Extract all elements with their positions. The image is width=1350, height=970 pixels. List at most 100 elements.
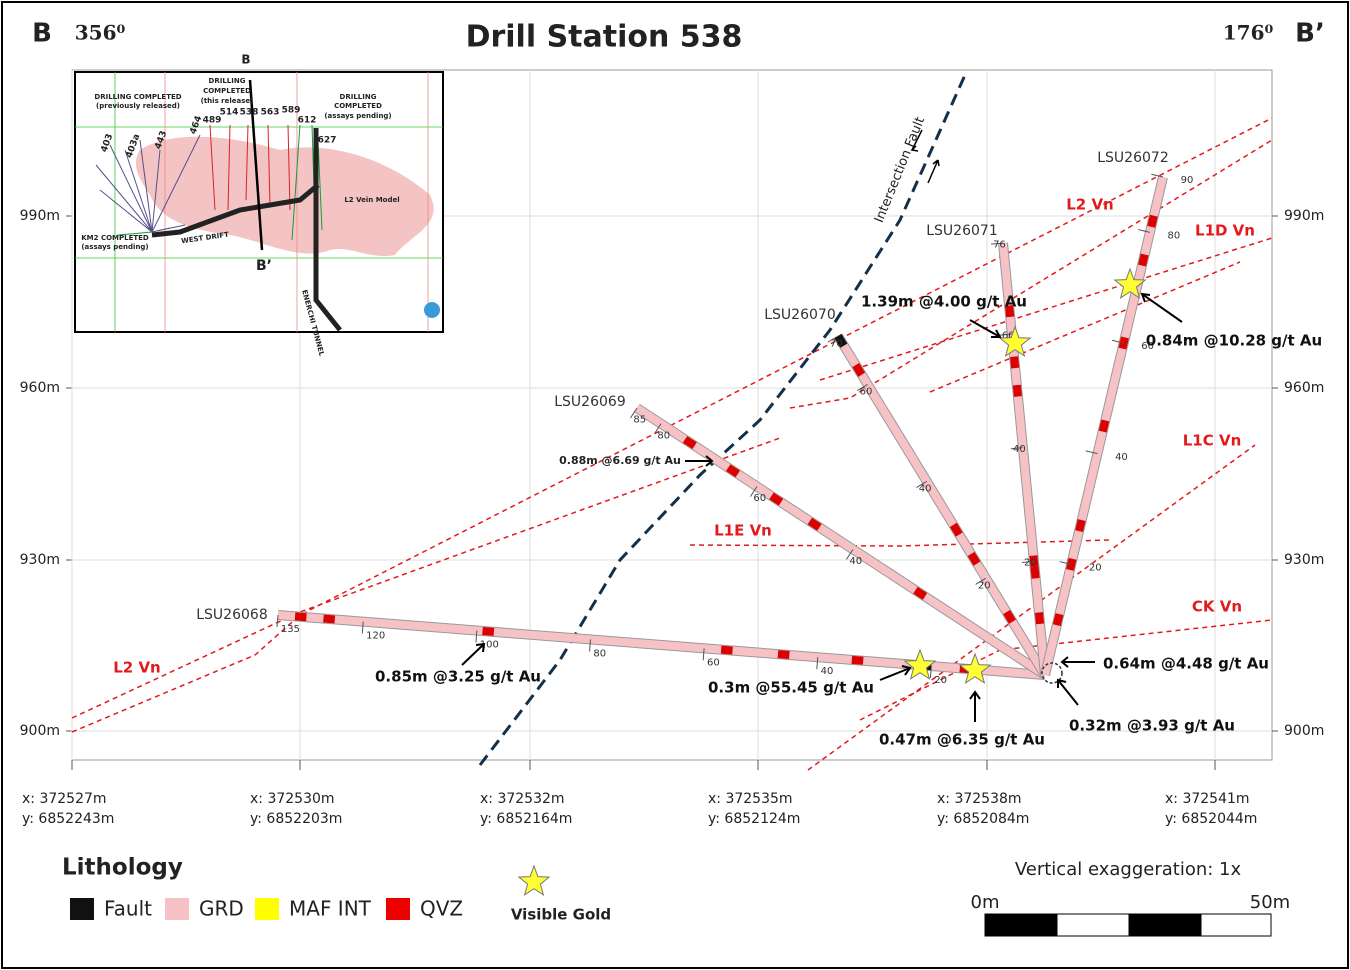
legend-item: Fault: [104, 897, 152, 921]
depth-tick: [846, 549, 854, 560]
arrow: [461, 642, 486, 666]
drill-hole: 76 60 40 20 LSU26071: [926, 223, 1050, 676]
inset-hole-label: 589: [282, 106, 301, 116]
visible-gold-markers: [903, 267, 1147, 685]
depth-tick: [1151, 173, 1164, 178]
lithology-segment: [1010, 356, 1020, 369]
inset-map: B B’ DRILLING COMPLETED (previously rele…: [74, 53, 444, 357]
depth-label: 20: [1089, 563, 1102, 574]
coordinate-label: x: 372532m: [480, 791, 565, 807]
coordinate-label: y: 6852203m: [250, 811, 342, 827]
vein-label: L2 Vn: [113, 659, 161, 677]
inset-legend: DRILLING: [340, 93, 377, 101]
depth-label: 60: [860, 387, 873, 398]
azimuth-end: 176⁰: [1223, 21, 1274, 45]
lithology-segment: [834, 333, 848, 348]
collar: [1041, 662, 1063, 684]
vein-label: L1D Vn: [1195, 222, 1255, 240]
depth-tick: [589, 639, 591, 652]
legend-item: MAF INT: [289, 897, 372, 921]
depth-tick: [475, 630, 478, 643]
inset-holes-release: [209, 124, 291, 211]
scale-segment: [1128, 913, 1202, 937]
inset-hole-label: 489: [203, 116, 222, 126]
intercept-label: 0.32m @3.93 g/t Au: [1069, 717, 1235, 735]
inset-hole: [209, 124, 291, 211]
visible-gold-star: [1113, 267, 1147, 300]
vein-line: [819, 237, 1273, 381]
depth-label: 20: [1024, 558, 1037, 569]
depth-tick: [361, 621, 364, 634]
depth-tick: [1085, 450, 1098, 455]
coordinate-label: y: 6852044m: [1165, 811, 1257, 827]
arrow: [1057, 678, 1079, 706]
inset-hole-label: 563: [261, 108, 280, 118]
intercept-label: 0.85m @3.25 g/t Au: [375, 668, 541, 686]
depth-tick: [1010, 447, 1023, 450]
lithology-segment: [1075, 519, 1086, 533]
arrow: [1060, 656, 1095, 668]
vein-label: L1C Vn: [1183, 432, 1242, 450]
lithology-segment: [323, 614, 336, 624]
legend-swatch: [386, 898, 410, 920]
depth-tick: [1111, 339, 1124, 344]
section-line: [248, 79, 264, 251]
inset-legend: DRILLING: [209, 77, 246, 85]
intercept-arrows: [461, 292, 1183, 722]
depth-label: 85: [633, 415, 646, 426]
vein-line: [789, 139, 1273, 409]
depth-label: 40: [1115, 452, 1128, 463]
lithology-segment: [482, 627, 495, 636]
inset-legend: (this release): [201, 97, 254, 105]
vein-line: [71, 117, 1273, 733]
lithology-segment: [852, 362, 866, 377]
hole-name: LSU26068: [196, 607, 267, 623]
lithology-segment: [1098, 419, 1110, 433]
intercept-label: 0.47m @6.35 g/t Au: [879, 731, 1045, 749]
intercept-label: 0.88m @6.69 g/t Au: [559, 454, 681, 467]
vein-label: CK Vn: [1192, 598, 1242, 616]
depth-label: 60: [753, 493, 766, 504]
inset-hole-label: 612: [298, 116, 317, 126]
scale-bar: [984, 913, 1272, 937]
lithology-segment: [1138, 253, 1149, 267]
visible-gold-star: [903, 648, 937, 681]
vein-line: [929, 261, 1241, 393]
inset-legend: COMPLETED: [334, 102, 382, 110]
inset-legend: DRILLING COMPLETED: [94, 93, 181, 101]
inset-legend: (assays pending): [324, 112, 391, 120]
lithology-segment: [294, 612, 307, 622]
depth-label: 100: [480, 640, 499, 651]
arrow: [969, 319, 1002, 338]
inset-label: KM2 COMPLETED: [81, 234, 149, 242]
elevation-label: 960m: [20, 380, 60, 396]
hole-name: LSU26071: [926, 223, 997, 239]
title: Drill Station 538: [466, 20, 743, 55]
lithology-segment: [1005, 305, 1015, 318]
depth-tick: [750, 486, 758, 497]
lithology-segment: [1012, 384, 1022, 397]
legend-swatch: [70, 898, 94, 920]
coordinate-label: y: 6852164m: [480, 811, 572, 827]
visible-gold-star: [517, 864, 551, 897]
depth-label: 80: [1168, 231, 1181, 242]
vein-line: [689, 539, 1111, 547]
lithology-segment: [967, 551, 981, 566]
depth-tick: [929, 666, 932, 679]
lithology-segment: [1034, 612, 1045, 625]
visible-gold-star: [998, 325, 1032, 358]
lithology-segment: [1003, 609, 1016, 624]
legend-item: QVZ: [420, 897, 463, 921]
scale-label: 0m: [971, 892, 1000, 913]
lithology-segment: [1147, 214, 1158, 228]
elevation-label: 990m: [20, 208, 60, 224]
visible-gold-star: [958, 652, 992, 685]
vein-label: L2 Vn: [1066, 196, 1114, 214]
depth-label: 80: [657, 430, 670, 441]
coordinate-label: y: 6852084m: [937, 811, 1029, 827]
depth-tick: [975, 577, 987, 585]
north-icon: [424, 302, 440, 318]
lithology-segment: [913, 586, 928, 600]
